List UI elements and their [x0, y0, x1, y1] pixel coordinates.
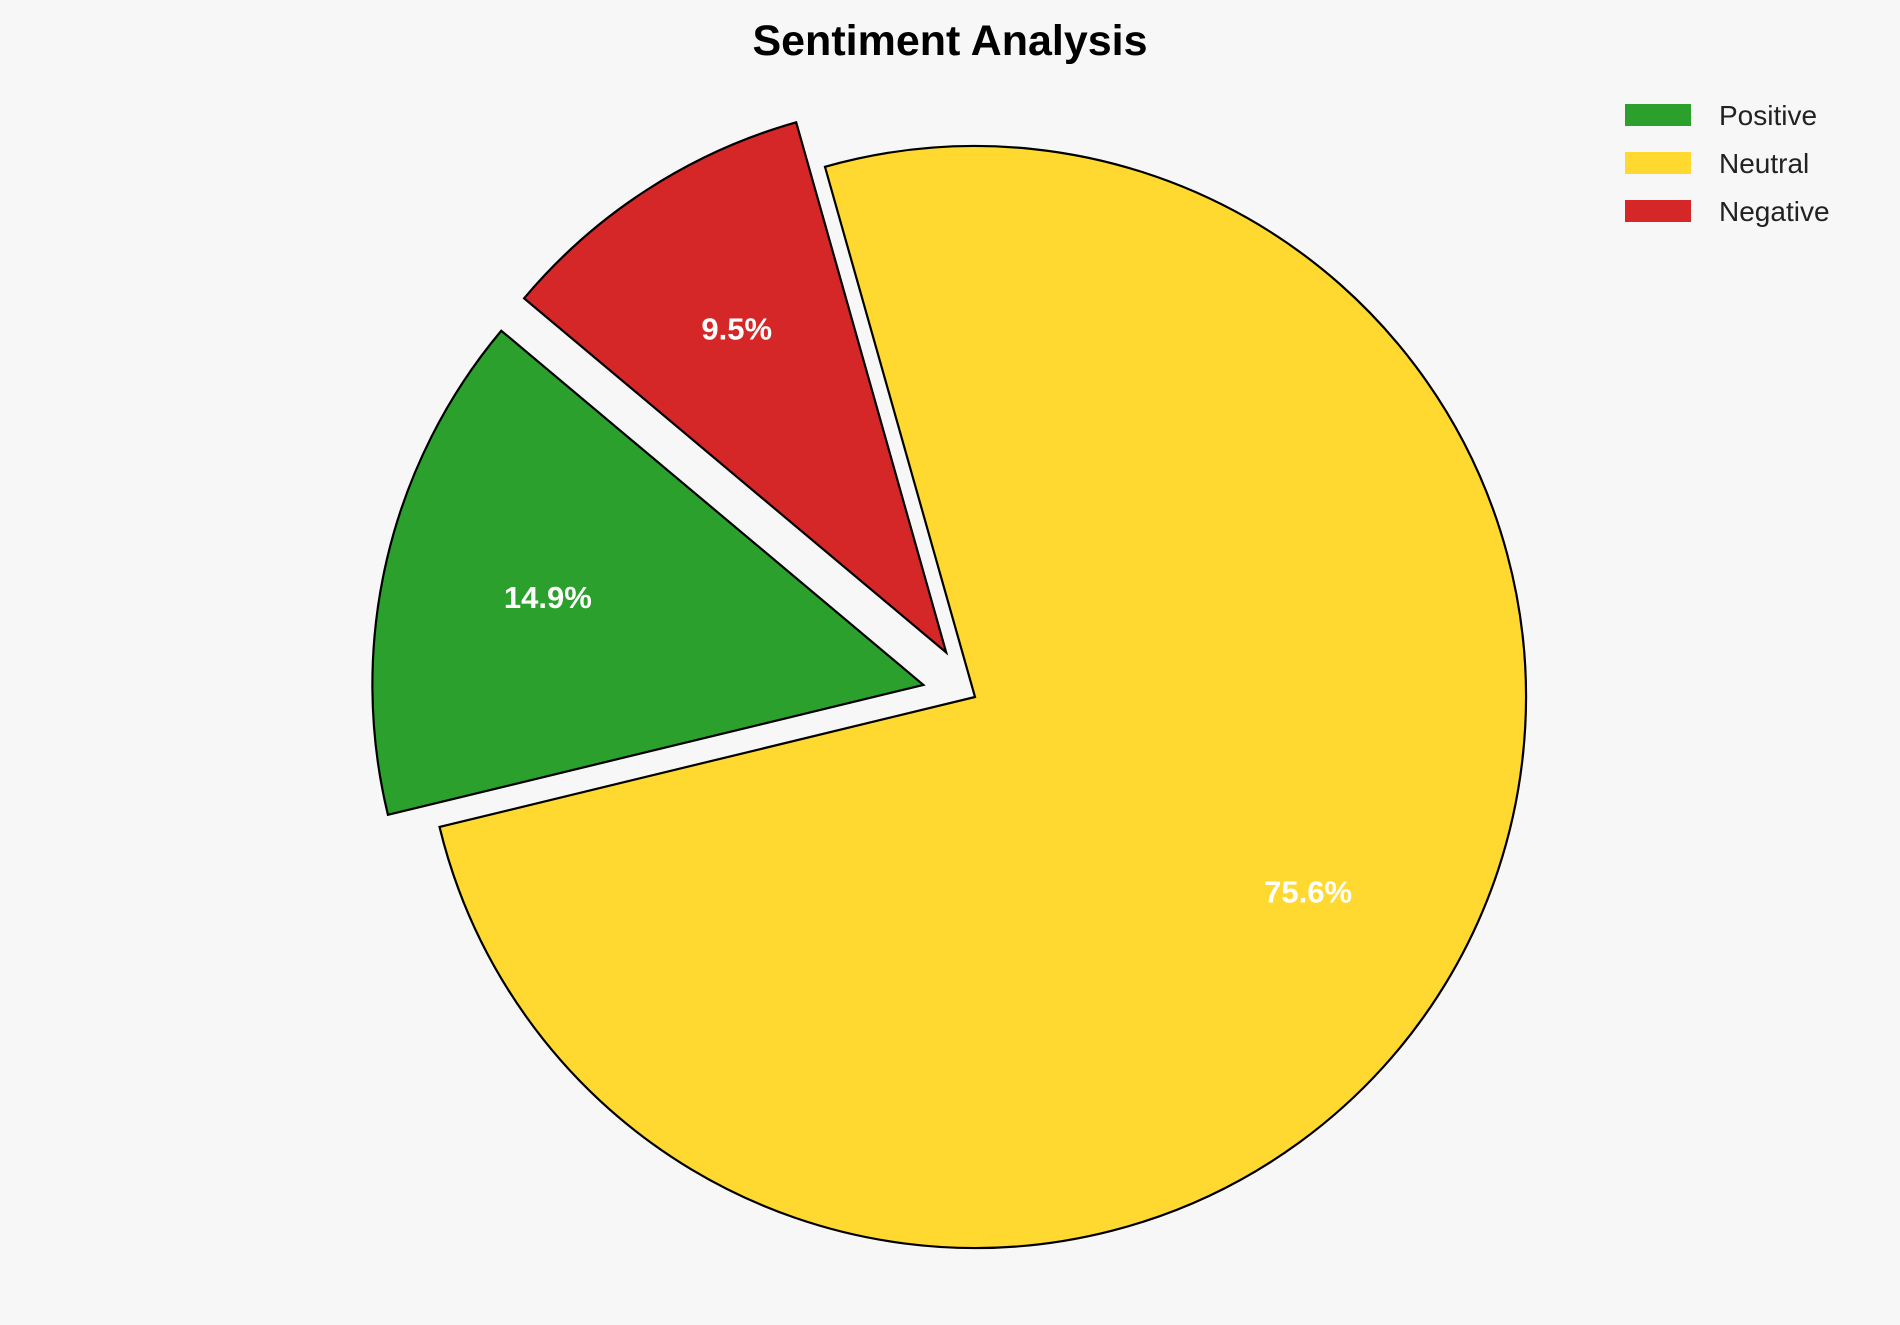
pie-slice-neutral [438, 144, 1528, 1250]
pie-label-positive: 14.9% [504, 580, 592, 615]
legend: Positive Neutral Negative [1625, 100, 1830, 227]
legend-swatch-negative [1625, 200, 1691, 222]
pie-label-negative: 9.5% [701, 312, 772, 347]
legend-label-neutral: Neutral [1719, 148, 1809, 179]
chart-title: Sentiment Analysis [752, 17, 1147, 65]
legend-swatch-neutral [1625, 152, 1691, 174]
pie-slice-negative [522, 120, 949, 656]
legend-swatch-positive [1625, 104, 1691, 126]
legend-label-positive: Positive [1719, 100, 1817, 131]
legend-label-negative: Negative [1719, 196, 1830, 227]
pie-label-neutral: 75.6% [1264, 874, 1352, 909]
pie-slice-positive [371, 329, 926, 817]
